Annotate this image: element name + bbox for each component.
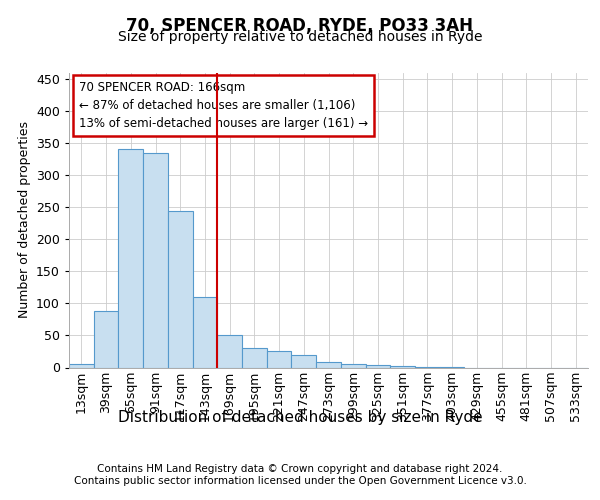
Bar	[267, 352, 292, 368]
Text: Contains public sector information licensed under the Open Government Licence v3: Contains public sector information licen…	[74, 476, 526, 486]
Y-axis label: Number of detached properties: Number of detached properties	[17, 122, 31, 318]
Bar	[242, 348, 267, 368]
Bar	[118, 150, 143, 368]
Bar	[217, 336, 242, 368]
Text: Distribution of detached houses by size in Ryde: Distribution of detached houses by size …	[118, 410, 482, 425]
Bar	[440, 367, 464, 368]
Bar	[365, 365, 390, 368]
Bar	[193, 297, 217, 368]
Text: 70 SPENCER ROAD: 166sqm
← 87% of detached houses are smaller (1,106)
13% of semi: 70 SPENCER ROAD: 166sqm ← 87% of detache…	[79, 82, 368, 130]
Bar	[292, 354, 316, 368]
Text: 70, SPENCER ROAD, RYDE, PO33 3AH: 70, SPENCER ROAD, RYDE, PO33 3AH	[127, 18, 473, 36]
Bar	[143, 154, 168, 368]
Bar	[69, 364, 94, 368]
Bar	[341, 364, 365, 368]
Bar	[316, 362, 341, 368]
Text: Contains HM Land Registry data © Crown copyright and database right 2024.: Contains HM Land Registry data © Crown c…	[97, 464, 503, 474]
Bar	[390, 366, 415, 368]
Text: Size of property relative to detached houses in Ryde: Size of property relative to detached ho…	[118, 30, 482, 44]
Bar	[415, 367, 440, 368]
Bar	[94, 311, 118, 368]
Bar	[168, 211, 193, 368]
